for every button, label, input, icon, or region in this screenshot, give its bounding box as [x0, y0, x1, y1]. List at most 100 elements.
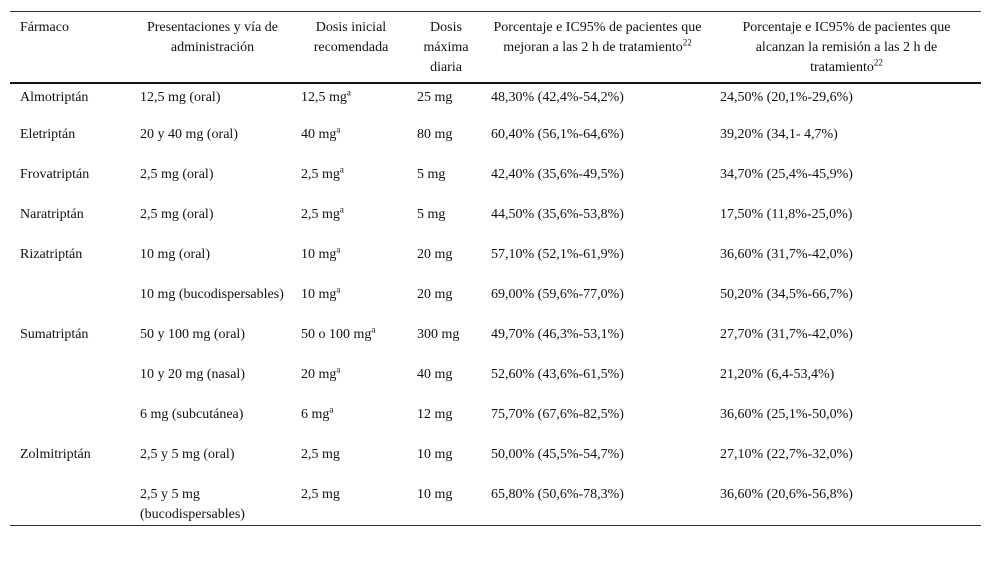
- improvement-rate-cell: 60,40% (56,1%-64,6%): [483, 123, 712, 163]
- improvement-rate-cell: 48,30% (42,4%-54,2%): [483, 83, 712, 123]
- max-dose-cell: 80 mg: [409, 123, 483, 163]
- max-dose: 300 mg: [417, 327, 460, 342]
- drug-name: Naratriptán: [20, 207, 84, 222]
- drug-cell: Naratriptán: [10, 203, 132, 243]
- drug-cell: [10, 403, 132, 443]
- table-row: Eletriptán 20 y 40 mg (oral) 40 mga 80 mg 60…: [10, 123, 981, 163]
- improvement-rate-cell: 69,00% (59,6%-77,0%): [483, 283, 712, 323]
- max-dose: 20 mg: [417, 287, 453, 302]
- remission-rate: 24,50% (20,1%-29,6%): [720, 90, 853, 105]
- presentation: 10 mg (bucodispersables): [140, 287, 284, 302]
- remission-rate: 39,20% (34,1- 4,7%): [720, 127, 838, 142]
- table-body: Almotriptán 12,5 mg (oral) 12,5 mga 25 mg 48…: [10, 83, 981, 526]
- remission-rate-cell: 17,50% (11,8%-25,0%): [712, 203, 981, 243]
- superscript: a: [339, 164, 344, 175]
- initial-dose: 2,5 mg: [301, 447, 340, 462]
- remission-rate-cell: 27,10% (22,7%-32,0%): [712, 443, 981, 483]
- remission-rate: 21,20% (6,4-53,4%): [720, 367, 835, 382]
- presentation-cell: 12,5 mg (oral): [132, 83, 293, 123]
- improvement-rate-cell: 42,40% (35,6%-49,5%): [483, 163, 712, 203]
- max-dose-cell: 5 mg: [409, 203, 483, 243]
- initial-dose-cell: 40 mga: [293, 123, 409, 163]
- initial-dose-cell: 10 mga: [293, 243, 409, 283]
- initial-dose: 20 mg: [301, 367, 337, 382]
- drug-name: Frovatriptán: [20, 167, 90, 182]
- remission-rate: 36,60% (25,1%-50,0%): [720, 407, 853, 422]
- drug-cell: [10, 283, 132, 323]
- header-cell: Porcentaje e IC95% de pacientes que alca…: [712, 12, 981, 84]
- presentation-cell: 10 y 20 mg (nasal): [132, 363, 293, 403]
- improvement-rate-cell: 49,70% (46,3%-53,1%): [483, 323, 712, 363]
- max-dose-cell: 5 mg: [409, 163, 483, 203]
- remission-rate-cell: 36,60% (31,7%-42,0%): [712, 243, 981, 283]
- drug-cell: Zolmitriptán: [10, 443, 132, 483]
- presentation: 20 y 40 mg (oral): [140, 127, 238, 142]
- max-dose-cell: 300 mg: [409, 323, 483, 363]
- presentation-cell: 10 mg (oral): [132, 243, 293, 283]
- superscript: a: [339, 204, 344, 215]
- initial-dose: 2,5 mg: [301, 207, 340, 222]
- remission-rate-cell: 24,50% (20,1%-29,6%): [712, 83, 981, 123]
- remission-rate: 27,10% (22,7%-32,0%): [720, 447, 853, 462]
- max-dose-cell: 10 mg: [409, 443, 483, 483]
- remission-rate: 34,70% (25,4%-45,9%): [720, 167, 853, 182]
- presentation: 12,5 mg (oral): [140, 90, 221, 105]
- header-text: Dosis máxima diaria: [423, 20, 469, 75]
- improvement-rate: 50,00% (45,5%-54,7%): [491, 447, 624, 462]
- initial-dose-cell: 2,5 mg: [293, 483, 409, 526]
- header-text: Porcentaje e IC95% de pacientes que alca…: [742, 20, 951, 75]
- table-row: 10 y 20 mg (nasal) 20 mga 40 mg 52,60% (43,…: [10, 363, 981, 403]
- max-dose-cell: 10 mg: [409, 483, 483, 526]
- drug-table: Fármaco Presentaciones y vía de administr…: [10, 11, 981, 526]
- drug-name: Zolmitriptán: [20, 447, 91, 462]
- improvement-rate: 49,70% (46,3%-53,1%): [491, 327, 624, 342]
- drug-name: Almotriptán: [20, 90, 89, 105]
- improvement-rate-cell: 44,50% (35,6%-53,8%): [483, 203, 712, 243]
- drug-name: Eletriptán: [20, 127, 76, 142]
- presentation: 2,5 y 5 mg (bucodispersables): [140, 487, 245, 522]
- superscript: a: [346, 87, 351, 98]
- initial-dose-cell: 2,5 mga: [293, 203, 409, 243]
- max-dose: 10 mg: [417, 487, 453, 502]
- remission-rate: 50,20% (34,5%-66,7%): [720, 287, 853, 302]
- presentation-cell: 10 mg (bucodispersables): [132, 283, 293, 323]
- remission-rate: 17,50% (11,8%-25,0%): [720, 207, 853, 222]
- table-row: Frovatriptán 2,5 mg (oral) 2,5 mga 5 mg 42,4…: [10, 163, 981, 203]
- initial-dose-cell: 10 mga: [293, 283, 409, 323]
- max-dose: 10 mg: [417, 447, 453, 462]
- presentation-cell: 2,5 mg (oral): [132, 203, 293, 243]
- initial-dose: 2,5 mg: [301, 167, 340, 182]
- initial-dose-cell: 12,5 mga: [293, 83, 409, 123]
- max-dose: 80 mg: [417, 127, 453, 142]
- improvement-rate-cell: 50,00% (45,5%-54,7%): [483, 443, 712, 483]
- max-dose: 12 mg: [417, 407, 453, 422]
- drug-cell: [10, 483, 132, 526]
- presentation: 50 y 100 mg (oral): [140, 327, 245, 342]
- table-row: 10 mg (bucodispersables) 10 mga 20 mg 69,00…: [10, 283, 981, 323]
- improvement-rate: 69,00% (59,6%-77,0%): [491, 287, 624, 302]
- presentation-cell: 2,5 y 5 mg (bucodispersables): [132, 483, 293, 526]
- initial-dose: 40 mg: [301, 127, 337, 142]
- remission-rate: 27,70% (31,7%-42,0%): [720, 327, 853, 342]
- remission-rate: 36,60% (31,7%-42,0%): [720, 247, 853, 262]
- max-dose-cell: 20 mg: [409, 283, 483, 323]
- initial-dose: 6 mg: [301, 407, 330, 422]
- improvement-rate: 48,30% (42,4%-54,2%): [491, 90, 624, 105]
- table-row: 6 mg (subcutánea) 6 mga 12 mg 75,70% (67,6%…: [10, 403, 981, 443]
- initial-dose-cell: 2,5 mga: [293, 163, 409, 203]
- presentation-cell: 2,5 mg (oral): [132, 163, 293, 203]
- table-row: 2,5 y 5 mg (bucodispersables) 2,5 mg 10 mg…: [10, 483, 981, 526]
- initial-dose-cell: 50 o 100 mga: [293, 323, 409, 363]
- improvement-rate-cell: 75,70% (67,6%-82,5%): [483, 403, 712, 443]
- presentation: 2,5 mg (oral): [140, 207, 214, 222]
- superscript: a: [336, 244, 341, 255]
- improvement-rate-cell: 65,80% (50,6%-78,3%): [483, 483, 712, 526]
- initial-dose-cell: 20 mga: [293, 363, 409, 403]
- max-dose: 20 mg: [417, 247, 453, 262]
- improvement-rate: 75,70% (67,6%-82,5%): [491, 407, 624, 422]
- header-cell: Presentaciones y vía de administración: [132, 12, 293, 84]
- header-cell: Fármaco: [10, 12, 132, 84]
- improvement-rate: 42,40% (35,6%-49,5%): [491, 167, 624, 182]
- max-dose: 5 mg: [417, 207, 446, 222]
- remission-rate-cell: 21,20% (6,4-53,4%): [712, 363, 981, 403]
